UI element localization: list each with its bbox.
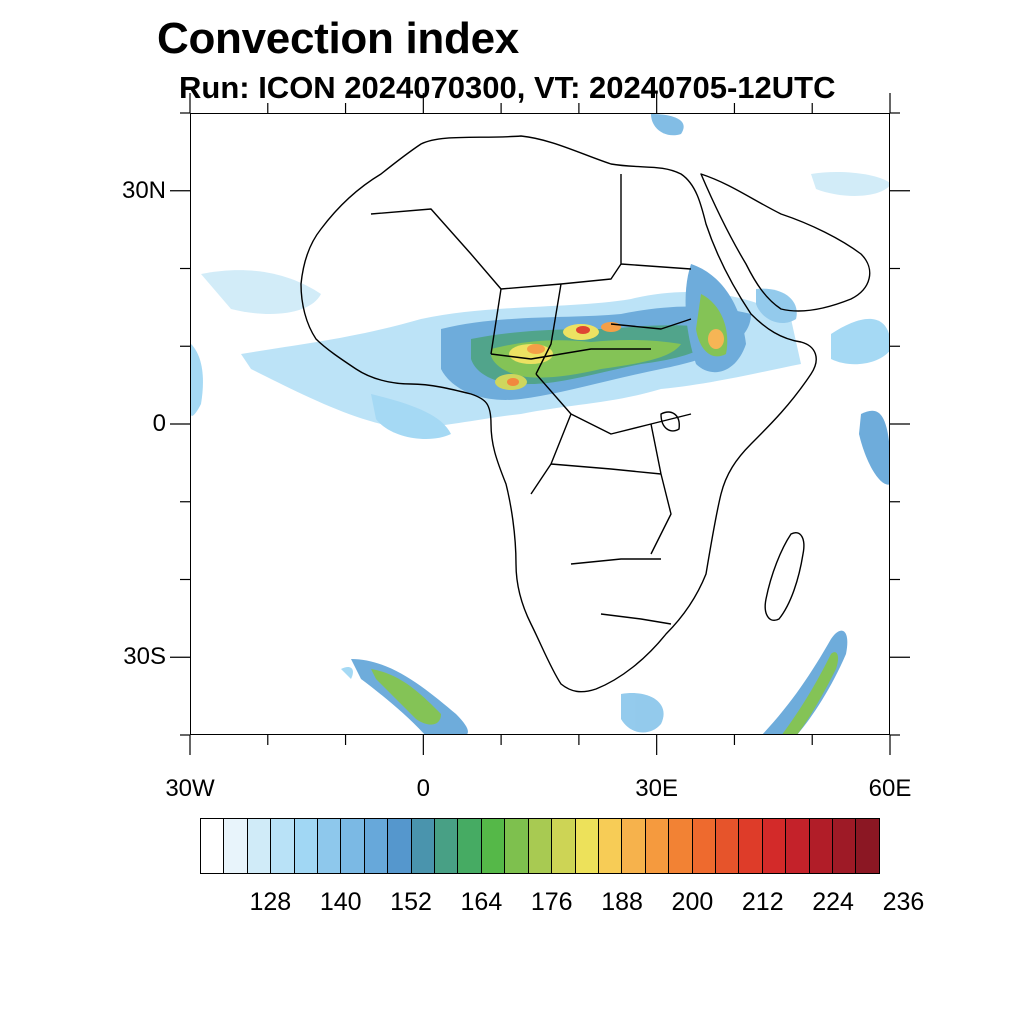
colorbar-swatch: [645, 819, 670, 873]
colorbar-tick-label: 200: [671, 888, 714, 916]
colorbar-swatch: [692, 819, 716, 873]
africa-map: [191, 114, 889, 734]
lon-tick-label: 30W: [165, 775, 215, 802]
colorbar-swatch: [271, 819, 295, 873]
colorbar-swatch: [224, 819, 248, 873]
colorbar-tick-label: 224: [812, 888, 854, 916]
coastline-layer: [300, 135, 871, 693]
colorbar-swatch: [809, 819, 833, 873]
colorbar-swatch: [364, 819, 389, 873]
colorbar-swatch: [622, 819, 646, 873]
colorbar-swatch: [247, 819, 272, 873]
colorbar-swatch: [832, 819, 857, 873]
colorbar-tick-label: 128: [249, 888, 292, 916]
lon-tick-label: 60E: [868, 775, 912, 802]
colorbar-swatch: [786, 819, 810, 873]
colorbar-swatch: [411, 819, 436, 873]
colorbar-swatch: [201, 819, 225, 873]
colorbar-swatch: [856, 819, 879, 873]
colorbar-tick-label: 212: [741, 888, 784, 916]
colorbar-swatch: [294, 819, 319, 873]
colorbar-swatch: [598, 819, 623, 873]
colorbar-swatch: [528, 819, 553, 873]
lat-tick-label: 30N: [121, 176, 166, 204]
colorbar-swatch: [458, 819, 482, 873]
chart-title: Convection index: [157, 14, 519, 63]
colorbar-swatch: [739, 819, 763, 873]
lon-tick-label: 0: [416, 775, 430, 802]
colorbar: [200, 818, 880, 874]
colorbar-swatch: [435, 819, 459, 873]
colorbar-swatch: [341, 819, 365, 873]
colorbar-swatch: [552, 819, 576, 873]
colorbar-tick-label: 164: [460, 888, 503, 916]
colorbar-swatch: [481, 819, 506, 873]
colorbar-tick-label: 140: [319, 888, 362, 916]
colorbar-tick-label: 152: [390, 888, 432, 916]
colorbar-swatch: [505, 819, 529, 873]
colorbar-swatch: [318, 819, 342, 873]
map-plot-area: [190, 113, 890, 735]
colorbar-tick-label: 176: [530, 888, 573, 916]
lon-tick-label: 30E: [635, 775, 678, 802]
colorbar-tick-label: 236: [882, 888, 925, 916]
lat-tick-label: 0: [152, 410, 166, 437]
convection-field-layer: [191, 114, 889, 734]
lat-tick-label: 30S: [123, 643, 166, 671]
colorbar-swatch: [762, 819, 787, 873]
colorbar-swatch: [575, 819, 599, 873]
colorbar-swatch: [669, 819, 693, 873]
colorbar-tick-label: 188: [601, 888, 643, 916]
chart-subtitle: Run: ICON 2024070300, VT: 20240705-12UTC: [179, 70, 836, 105]
colorbar-swatch: [388, 819, 412, 873]
colorbar-swatch: [715, 819, 740, 873]
